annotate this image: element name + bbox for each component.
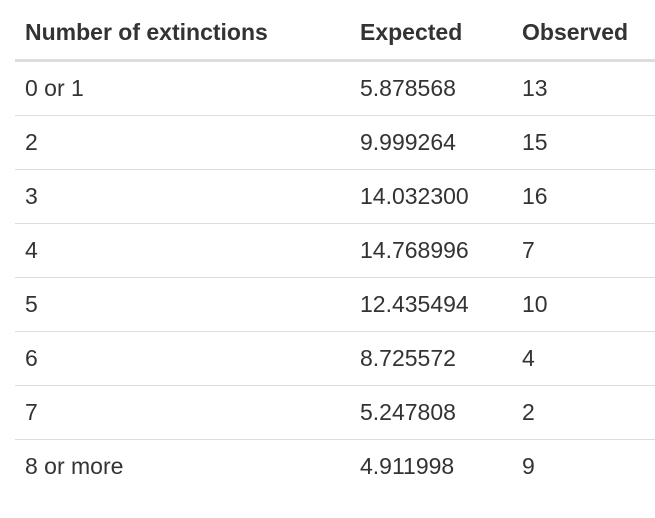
cell-extinctions: 5	[15, 277, 350, 332]
cell-extinctions: 6	[15, 331, 350, 386]
cell-observed: 13	[512, 60, 655, 116]
table-row: 5 12.435494 10	[15, 277, 655, 332]
cell-expected: 14.032300	[350, 169, 512, 224]
cell-observed: 2	[512, 385, 655, 440]
cell-observed: 10	[512, 277, 655, 332]
header-number-of-extinctions: Number of extinctions	[15, 6, 350, 62]
cell-extinctions: 4	[15, 223, 350, 278]
cell-observed: 15	[512, 115, 655, 170]
table-header: Number of extinctions Expected Observed	[15, 6, 655, 62]
cell-extinctions: 2	[15, 115, 350, 170]
cell-expected: 8.725572	[350, 331, 512, 386]
cell-expected: 5.247808	[350, 385, 512, 440]
cell-extinctions: 0 or 1	[15, 60, 350, 116]
cell-observed: 9	[522, 453, 535, 479]
cell-expected: 12.435494	[350, 277, 512, 332]
cell-expected: 9.999264	[350, 115, 512, 170]
table-row: 6 8.725572 4	[15, 331, 655, 386]
table-row: 8 or more 4.911998 9	[15, 440, 655, 494]
table-body: 0 or 1 5.878568 13 2 9.999264 15 3 14.03…	[15, 60, 655, 494]
table-row: 0 or 1 5.878568 13	[15, 60, 655, 116]
table-row: 4 14.768996 7	[15, 223, 655, 278]
table-row: 2 9.999264 15	[15, 115, 655, 170]
extinctions-table-container: Number of extinctions Expected Observed …	[15, 6, 655, 493]
cell-extinctions: 8 or more	[25, 453, 124, 479]
cell-extinctions: 3	[15, 169, 350, 224]
extinctions-table: Number of extinctions Expected Observed …	[15, 6, 655, 493]
cell-extinctions: 7	[15, 385, 350, 440]
header-row: Number of extinctions Expected Observed	[15, 6, 655, 62]
cell-expected: 4.911998	[360, 453, 455, 479]
cell-observed: 7	[512, 223, 655, 278]
cell-expected: 5.878568	[350, 60, 512, 116]
table-row: 3 14.032300 16	[15, 169, 655, 224]
cell-observed: 4	[512, 331, 655, 386]
cell-expected: 14.768996	[350, 223, 512, 278]
table-row: 7 5.247808 2	[15, 385, 655, 440]
header-observed: Observed	[512, 6, 655, 62]
header-expected: Expected	[350, 6, 512, 62]
cell-observed: 16	[512, 169, 655, 224]
